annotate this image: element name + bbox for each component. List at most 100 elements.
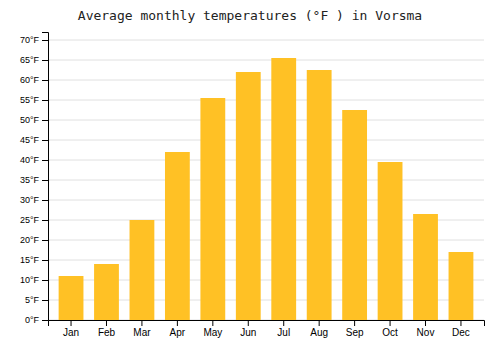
tick-label: Aug [310,327,328,338]
bar [378,162,403,320]
tick-label: 5°F [25,295,40,305]
title: Average monthly temperatures (°F ) in Vo… [78,8,422,23]
tick-label: 25°F [20,215,40,225]
tick: 40°F [20,155,48,165]
axis-line [42,33,49,321]
tick-mark [71,320,72,326]
tick-mark [248,320,249,326]
tick: 50°F [20,115,48,125]
y-axis: 0°F 5°F 10°F 15°F 20°F 25°F 30°F 35°F 40°F 45°F 50… [20,33,49,326]
tick: May [203,320,222,338]
tick-label: Jul [277,327,290,338]
bar [342,110,367,320]
tick-mark [42,240,48,241]
tick: 10°F [20,275,48,285]
tick: Sep [346,320,364,338]
tick: 20°F [20,235,48,245]
tick-label: 45°F [20,135,40,145]
bar [200,98,225,320]
grid-line [48,40,484,41]
tick: Mar [133,320,151,338]
tick: Nov [417,320,435,338]
grid [48,40,484,320]
tick-label: 40°F [20,155,40,165]
tick-mark [354,320,355,326]
tick-mark [42,120,48,121]
tick-mark [42,200,48,201]
tick: 35°F [20,175,48,185]
grid-line [48,120,484,121]
tick: 45°F [20,135,48,145]
tick-label: 65°F [20,55,40,65]
bars [59,58,474,320]
tick-label: 30°F [20,195,40,205]
tick: 0°F [25,315,48,325]
tick-label: 55°F [20,95,40,105]
tick-mark [42,80,48,81]
tick-mark [42,100,48,101]
tick: 30°F [20,195,48,205]
tick: 15°F [20,255,48,265]
grid-line [48,180,484,181]
tick-label: Jun [240,327,256,338]
tick-mark [106,320,107,326]
grid-line [48,80,484,81]
tick-mark [42,60,48,61]
tick-mark [319,320,320,326]
tick-mark [42,300,48,301]
tick-label: 35°F [20,175,40,185]
tick-mark [390,320,391,326]
bar [413,214,438,320]
tick-mark [212,320,213,326]
x-axis: Jan Feb Mar Apr May Jun Jul Aug Sep Oct Nov Dec [49,320,485,338]
tick-label: 20°F [20,235,40,245]
tick: Jul [277,320,290,338]
grid-line [48,200,484,201]
tick: Apr [170,320,186,338]
tick-label: Apr [170,327,186,338]
tick-mark [42,280,48,281]
grid-line [48,140,484,141]
tick: Feb [98,320,116,338]
tick: 55°F [20,95,48,105]
bar [449,252,474,320]
plot: 0°F 5°F 10°F 15°F 20°F 25°F 30°F 35°F 40°F 45°F 50… [20,33,485,339]
tick: 65°F [20,55,48,65]
tick-label: Oct [382,327,398,338]
tick-label: Sep [346,327,364,338]
axis-line [49,321,485,327]
bar [165,152,190,320]
tick-label: 70°F [20,35,40,45]
bar [307,70,332,320]
bar [94,264,119,320]
tick: Dec [452,320,470,338]
tick-label: Mar [133,327,151,338]
tick: 5°F [25,295,48,305]
bar [271,58,296,320]
tick-mark [42,160,48,161]
bar [59,276,84,320]
tick: 70°F [20,35,48,45]
chart: 0°F 5°F 10°F 15°F 20°F 25°F 30°F 35°F 40°F 45°F 50… [0,0,500,350]
tick: 25°F [20,215,48,225]
tick-label: 15°F [20,255,40,265]
tick-label: 60°F [20,75,40,85]
tick: Jun [240,320,256,338]
tick: Oct [382,320,398,338]
tick-label: Nov [417,327,435,338]
bar [236,72,261,320]
tick-mark [42,220,48,221]
tick-mark [425,320,426,326]
tick: Aug [310,320,328,338]
tick-mark [42,180,48,181]
tick-mark [42,40,48,41]
tick-label: May [203,327,222,338]
tick-label: Dec [452,327,470,338]
tick-mark [177,320,178,326]
tick-label: Jan [63,327,79,338]
tick-mark [460,320,461,326]
tick-label: Feb [98,327,116,338]
tick-mark [42,140,48,141]
tick: 60°F [20,75,48,85]
tick-label: 50°F [20,115,40,125]
